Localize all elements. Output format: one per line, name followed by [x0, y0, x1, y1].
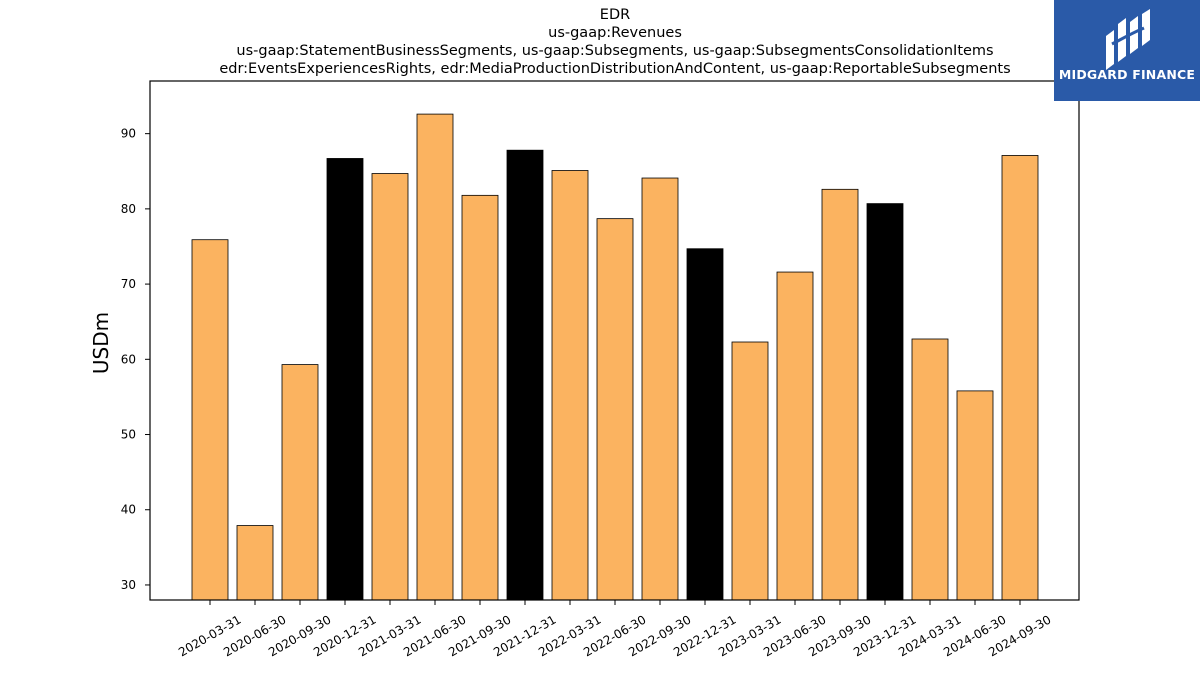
bar-2021-09-30 [461, 194, 499, 601]
chart-title-line-3: us-gaap:StatementBusinessSegments, us-ga… [236, 43, 994, 59]
y-axis-label: USDm [89, 312, 113, 374]
plot-frame [149, 80, 1080, 601]
midgard-logo: MIDGARD FINANCE [1054, 0, 1200, 101]
bar-2021-06-30 [416, 113, 454, 601]
bar-2020-06-30 [236, 525, 274, 601]
bar-2022-09-30 [641, 177, 679, 601]
bar-2020-03-31 [191, 239, 229, 601]
midgard-logo-icon [1106, 9, 1150, 70]
chart-title-line-2: us-gaap:Revenues [548, 25, 682, 41]
chart-title-line-1: EDR [599, 7, 631, 23]
bar-2024-03-31 [911, 338, 949, 601]
y-axis: 30 40 50 60 70 80 90 [121, 127, 150, 592]
y-tick-label: 70 [121, 277, 136, 291]
bar-2023-12-31 [866, 203, 904, 601]
y-tick-label: 80 [121, 202, 136, 216]
y-tick-label: 90 [121, 127, 136, 141]
y-tick-label: 30 [121, 578, 136, 592]
bars-group [191, 113, 1039, 601]
bar-2023-03-31 [731, 341, 769, 601]
y-tick-label: 60 [121, 352, 136, 366]
bar-2023-09-30 [821, 188, 859, 601]
bar-2022-06-30 [596, 218, 634, 601]
bar-2021-12-31 [506, 149, 544, 601]
bar-2022-03-31 [551, 170, 589, 601]
bar-2021-03-31 [371, 173, 409, 601]
y-tick-label: 40 [121, 503, 136, 517]
chart-title-line-4: edr:EventsExperiencesRights, edr:MediaPr… [219, 61, 1011, 77]
bar-2024-06-30 [956, 390, 994, 601]
x-axis: 2020-03-312020-06-302020-09-302020-12-31… [176, 600, 1054, 659]
bar-2022-12-31 [686, 248, 724, 601]
bar-2020-12-31 [326, 158, 364, 601]
bar-2023-06-30 [776, 271, 814, 601]
bar-2024-09-30 [1001, 155, 1039, 601]
bar-2020-09-30 [281, 364, 319, 601]
midgard-logo-text: MIDGARD FINANCE [1058, 67, 1196, 82]
chart-title-block: EDR us-gaap:Revenues us-gaap:StatementBu… [0, 6, 1200, 78]
y-tick-label: 50 [121, 428, 136, 442]
